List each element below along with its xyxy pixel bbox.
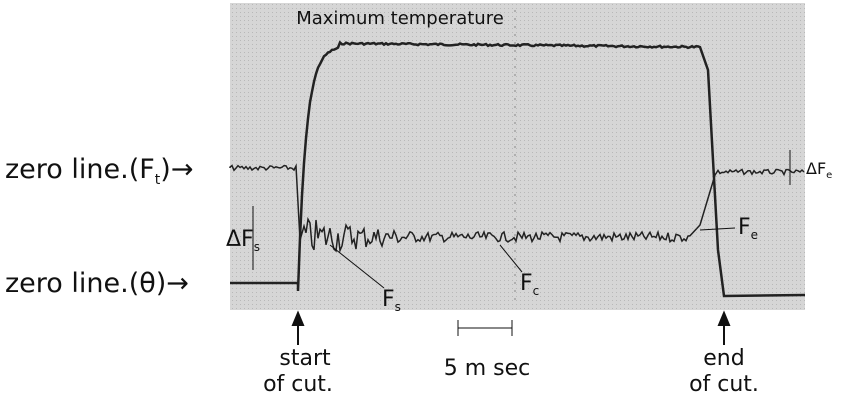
page: {"title": "Maximum temperature", "zero_l… (0, 0, 851, 399)
time-scale-label: 5 m sec (444, 356, 531, 381)
oscillogram-figure: Maximum temperature zero line.(Ft)→ zero… (0, 0, 851, 399)
title: Maximum temperature (296, 8, 504, 29)
zero-line-force-label: zero line.(Ft)→ (5, 154, 193, 188)
end-of-cut-label: of cut. (689, 372, 759, 397)
zero-line-temp-label: zero line.(θ)→ (5, 268, 189, 299)
end-label: end (703, 346, 744, 371)
start-label: start (279, 346, 331, 371)
of-cut-label: of cut. (263, 372, 333, 397)
arrows (293, 313, 729, 345)
delta-fe-label: ΔFe (806, 159, 832, 181)
